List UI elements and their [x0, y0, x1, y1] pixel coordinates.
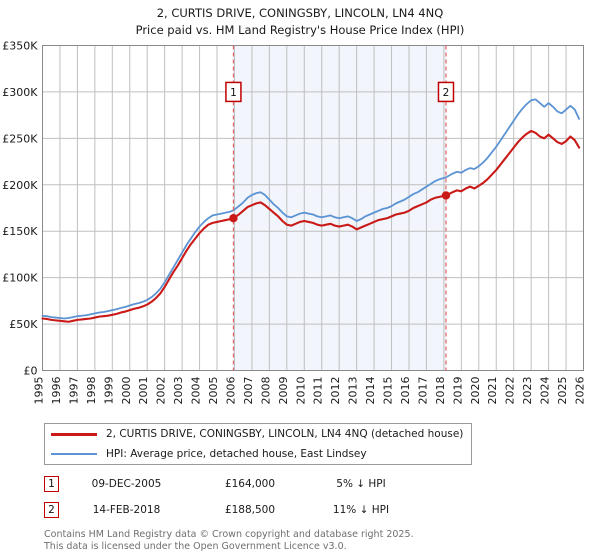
chart-svg: £0 £50K £100K £150K £200K £250K £300K £350K 1995… — [2, 40, 587, 405]
transaction-date-2: 14-FEB-2018 — [92, 504, 161, 516]
page-title: 2, CURTIS DRIVE, CONINGSBY, LINCOLN, LN4… — [0, 5, 600, 39]
y-axis-tick-label: £350K — [2, 40, 38, 53]
x-axis-tick-label: 2000 — [120, 377, 133, 405]
x-axis-tick-label: 2024 — [539, 377, 552, 405]
y-axis-tick-label: £50K — [9, 318, 38, 331]
legend-item-hpi: HPI: Average price, detached house, East… — [45, 444, 471, 464]
title-line-1: 2, CURTIS DRIVE, CONINGSBY, LINCOLN, LN4… — [156, 6, 444, 20]
table-row: 1 09-DEC-2005 £164,000 5% ↓ HPI — [44, 471, 494, 497]
x-axis-tick-label: 2018 — [434, 377, 447, 405]
transaction-price-1: £164,000 — [224, 478, 276, 490]
sale-point — [441, 191, 451, 200]
sale-marker-badge — [437, 81, 455, 103]
x-axis-tick-label: 2007 — [242, 377, 255, 405]
x-axis-tick-label: 2023 — [521, 377, 534, 405]
x-axis-tick-label: 2001 — [137, 377, 150, 405]
x-axis-tick-label: 1997 — [67, 377, 80, 405]
x-axis-tick-label: 2013 — [347, 377, 360, 405]
x-axis-tick-label: 2021 — [486, 377, 499, 405]
x-axis-tick-label: 2010 — [294, 377, 307, 405]
series-line-price-paid — [41, 129, 581, 323]
x-axis-tick-label: 2012 — [329, 377, 342, 405]
x-axis-tick-label: 2016 — [399, 377, 412, 405]
footer-attribution: Contains HM Land Registry data © Crown c… — [44, 529, 584, 552]
x-axis-tick-label: 1996 — [50, 377, 63, 405]
transaction-badge-1: 1 — [44, 476, 59, 492]
y-axis-tick-label: £200K — [2, 179, 38, 192]
y-axis-tick-label: £250K — [2, 132, 38, 145]
chart-legend: 2, CURTIS DRIVE, CONINGSBY, LINCOLN, LN4… — [44, 423, 472, 465]
x-axis-tick-label: 1998 — [85, 377, 98, 405]
x-axis-tick-label: 2006 — [224, 377, 237, 405]
x-axis-tick-label: 2017 — [416, 377, 429, 405]
x-axis-tick-label: 2026 — [574, 377, 587, 405]
legend-item-price-paid: 2, CURTIS DRIVE, CONINGSBY, LINCOLN, LN4… — [45, 424, 471, 444]
footer-line-2: This data is licensed under the Open Gov… — [44, 540, 347, 552]
transaction-date-1: 09-DEC-2005 — [91, 478, 162, 490]
title-line-2: Price paid vs. HM Land Registry's House … — [135, 23, 465, 37]
x-axis-tick-label: 2014 — [364, 377, 377, 405]
x-axis-tick-label: 1995 — [33, 377, 46, 405]
x-axis-tick-label: 2002 — [155, 377, 168, 405]
table-row: 2 14-FEB-2018 £188,500 11% ↓ HPI — [44, 497, 494, 523]
sale-marker-badge — [225, 81, 242, 103]
sale-point — [229, 214, 238, 223]
footer-line-1: Contains HM Land Registry data © Crown c… — [44, 529, 414, 540]
hpi-chart: £0 £50K £100K £150K £200K £250K £300K £350K 1995… — [2, 40, 587, 405]
x-axis-tick-label: 2025 — [556, 377, 569, 405]
x-axis-tick-label: 2019 — [451, 377, 464, 405]
plot-frame — [42, 45, 584, 371]
series-line-hpi — [41, 98, 581, 320]
x-axis-tick-label: 1999 — [102, 377, 115, 405]
legend-swatch-hpi — [51, 453, 97, 455]
x-axis-tick-label: 2011 — [312, 377, 325, 405]
transaction-hpi-delta-1: 5% ↓ HPI — [336, 478, 386, 490]
y-axis-tick-label: £0 — [24, 365, 38, 378]
y-axis-tick-label: £100K — [2, 272, 38, 285]
sale-marker-number: 1 — [230, 87, 237, 99]
x-axis-tick-label: 2015 — [382, 377, 395, 405]
y-axis-tick-label: £300K — [2, 86, 38, 99]
transaction-badge-2: 2 — [44, 502, 59, 518]
transaction-price-2: £188,500 — [224, 504, 276, 516]
legend-label-price-paid: 2, CURTIS DRIVE, CONINGSBY, LINCOLN, LN4… — [106, 428, 464, 440]
transaction-hpi-delta-2: 11% ↓ HPI — [332, 504, 390, 516]
x-axis-tick-label: 2005 — [207, 377, 220, 405]
y-axis-tick-label: £150K — [2, 225, 38, 238]
transactions-table: 1 09-DEC-2005 £164,000 5% ↓ HPI 2 14-FEB… — [44, 471, 494, 523]
x-axis-tick-label: 2009 — [277, 377, 290, 405]
x-axis-tick-label: 2004 — [190, 377, 203, 405]
legend-swatch-price-paid — [51, 432, 97, 436]
x-axis-tick-label: 2020 — [469, 377, 482, 405]
sale-marker-number: 2 — [443, 87, 450, 99]
x-axis-tick-label: 2003 — [172, 377, 185, 405]
x-axis-tick-label: 2022 — [504, 377, 517, 405]
legend-label-hpi: HPI: Average price, detached house, East… — [106, 448, 367, 460]
x-axis-tick-label: 2008 — [259, 377, 272, 405]
